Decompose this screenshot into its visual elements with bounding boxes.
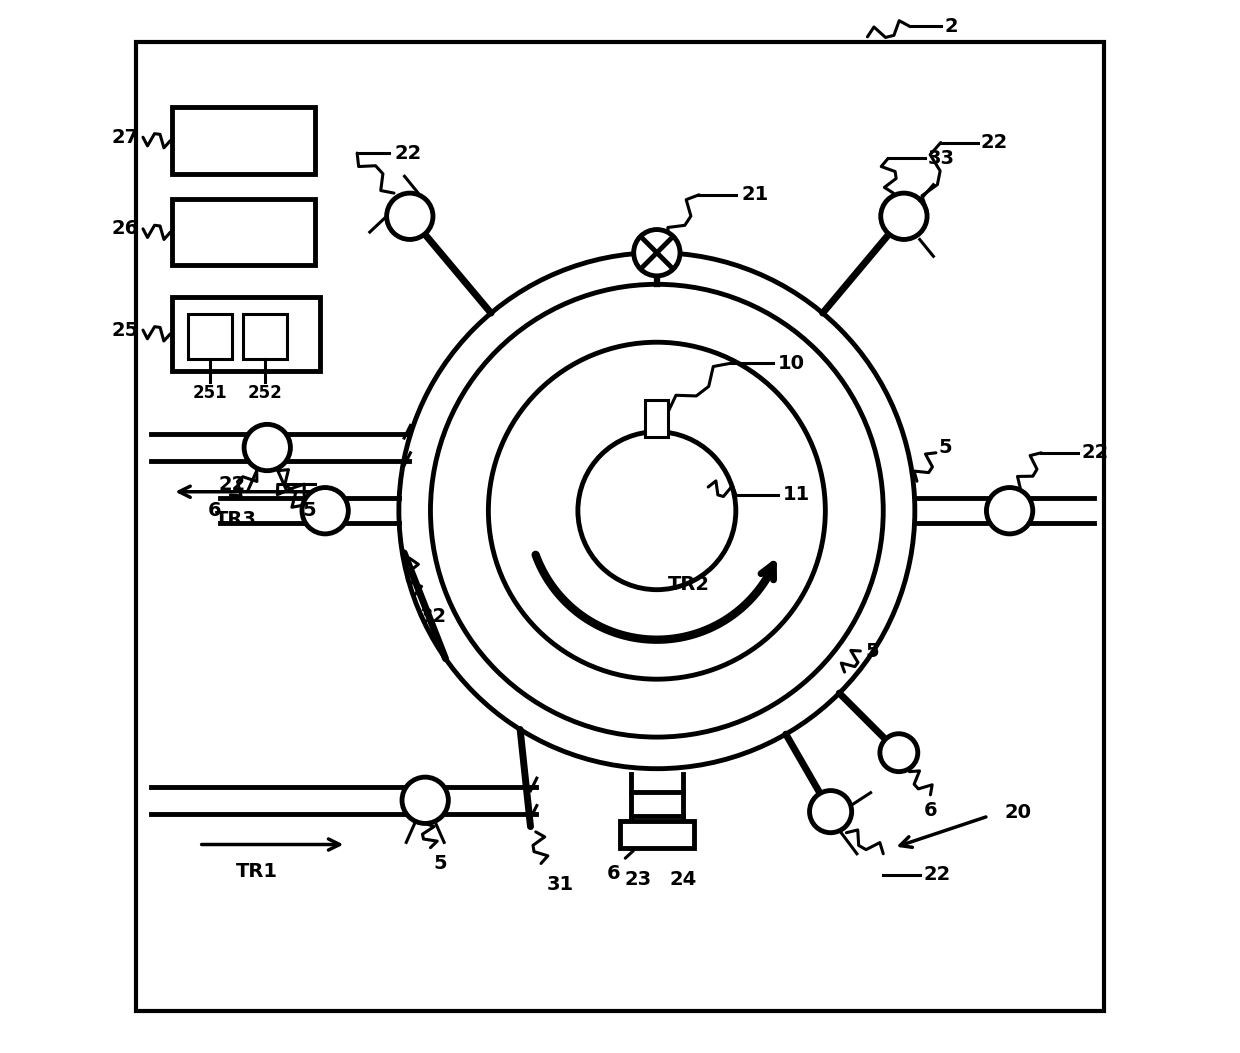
Text: 22: 22	[1081, 443, 1109, 462]
Text: 25: 25	[112, 320, 139, 340]
Text: 6: 6	[208, 501, 222, 520]
Circle shape	[880, 193, 928, 239]
Text: 22: 22	[924, 866, 951, 885]
Circle shape	[634, 230, 680, 276]
Text: 26: 26	[112, 219, 139, 238]
Text: TR3: TR3	[215, 510, 257, 529]
Text: 27: 27	[112, 127, 139, 146]
Text: 22: 22	[219, 475, 247, 494]
Text: 5: 5	[434, 854, 448, 873]
Text: 32: 32	[420, 607, 448, 625]
Text: 10: 10	[777, 354, 805, 373]
Text: 5: 5	[937, 438, 951, 457]
Text: 5: 5	[303, 501, 316, 520]
Circle shape	[244, 424, 290, 471]
Circle shape	[402, 777, 449, 823]
Circle shape	[303, 488, 348, 534]
Bar	[243, 314, 288, 359]
Bar	[172, 297, 320, 371]
Text: 22: 22	[981, 133, 1008, 152]
Text: 11: 11	[784, 485, 811, 504]
Bar	[172, 107, 315, 174]
Bar	[188, 314, 232, 359]
Text: 33: 33	[928, 148, 955, 167]
Text: 252: 252	[248, 383, 283, 402]
Text: 6: 6	[606, 865, 620, 883]
Text: 21: 21	[742, 185, 769, 204]
Circle shape	[880, 734, 918, 772]
Bar	[645, 400, 668, 437]
Text: 2: 2	[945, 17, 959, 36]
Text: 6: 6	[924, 801, 937, 820]
Text: 5: 5	[866, 641, 879, 660]
Circle shape	[987, 488, 1033, 534]
Text: 23: 23	[624, 870, 651, 889]
Text: 251: 251	[193, 383, 228, 402]
Bar	[620, 821, 693, 848]
Text: 22: 22	[394, 143, 422, 162]
Circle shape	[387, 193, 433, 239]
Text: 20: 20	[1004, 803, 1032, 822]
Bar	[172, 199, 315, 265]
Circle shape	[810, 791, 852, 833]
Text: 31: 31	[547, 875, 573, 894]
Text: TR1: TR1	[236, 862, 278, 881]
Text: 24: 24	[670, 870, 697, 889]
Text: TR2: TR2	[667, 575, 709, 594]
